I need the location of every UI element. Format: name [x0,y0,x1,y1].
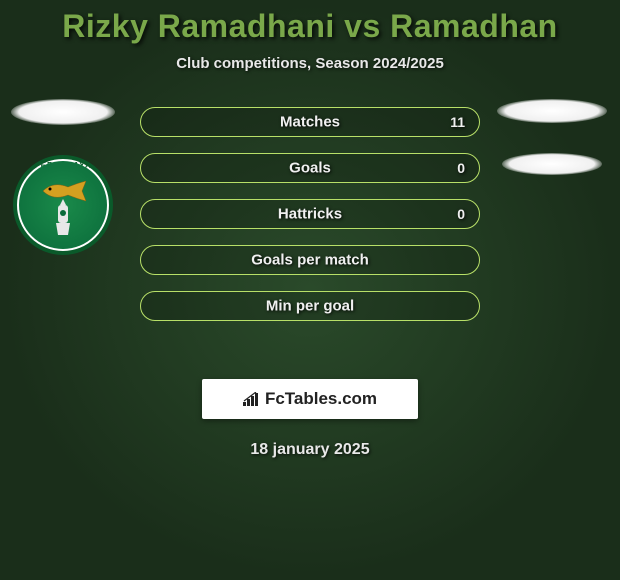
footer: FcTables.com 18 january 2025 [0,379,620,459]
stat-value: 11 [450,114,465,130]
stat-row-matches: Matches 11 [140,107,480,137]
subtitle: Club competitions, Season 2024/2025 [0,55,620,72]
stat-label: Hattricks [141,206,479,223]
stat-row-gpm: Goals per match [140,245,480,275]
chart-icon [243,392,261,406]
emblem-icon [48,197,78,237]
stat-row-hattricks: Hattricks 0 [140,199,480,229]
club-logo-inner [19,161,107,249]
date-label: 18 january 2025 [0,441,620,459]
stats-column: Matches 11 Goals 0 Hattricks 0 Goals per… [140,107,480,337]
stat-label: Goals per match [141,252,479,269]
player-photo-left [11,99,115,125]
infographic-container: Rizky Ramadhani vs Ramadhan Club competi… [0,0,620,459]
stat-value: 0 [457,160,465,176]
left-player-column: PERSEBAYA [8,99,118,255]
right-player-column [492,99,612,175]
stat-row-mpg: Min per goal [140,291,480,321]
brand-text: FcTables.com [265,389,377,409]
club-logo-right [502,153,602,175]
stat-value: 0 [457,206,465,222]
club-logo-left: PERSEBAYA [13,155,113,255]
brand-box: FcTables.com [202,379,418,419]
main-area: PERSEBAYA [0,107,620,387]
brand-label: FcTables.com [243,389,377,409]
stat-label: Min per goal [141,298,479,315]
stat-row-goals: Goals 0 [140,153,480,183]
page-title: Rizky Ramadhani vs Ramadhan [0,0,620,45]
stat-label: Goals [141,160,479,177]
player-photo-right [497,99,607,123]
stat-label: Matches [141,114,479,131]
